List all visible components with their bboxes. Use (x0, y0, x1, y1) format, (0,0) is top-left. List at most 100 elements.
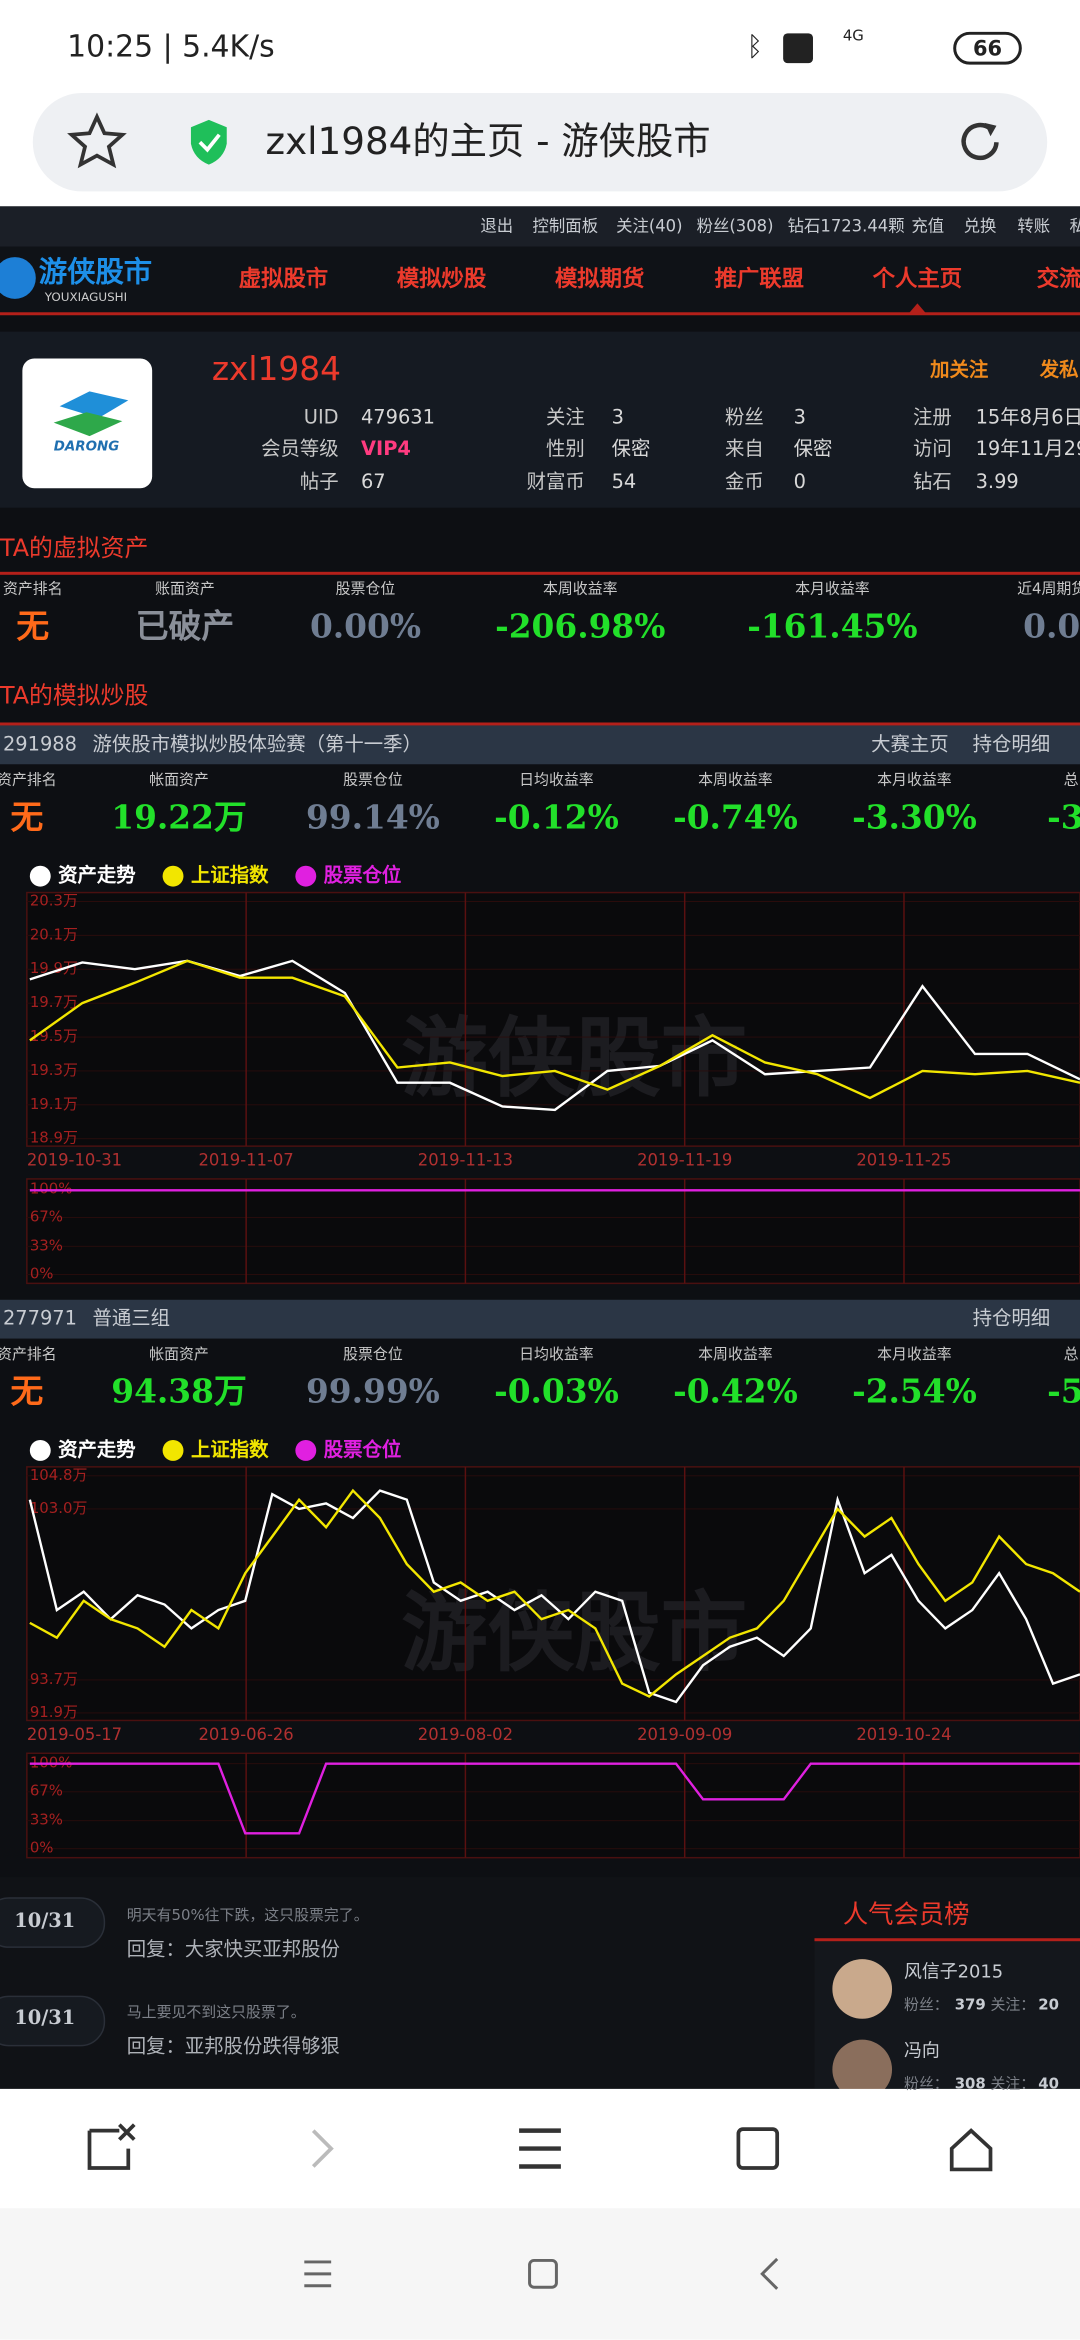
nav-item[interactable]: 模拟期货 (555, 265, 644, 292)
logo-text: 游侠股市 (39, 255, 152, 288)
stat-value: 94.38万 (111, 1372, 247, 1411)
contest-link[interactable]: 大赛主页 (871, 732, 949, 755)
home-button[interactable] (528, 2258, 558, 2289)
field-value: 3.99 (976, 470, 1019, 493)
legend-marker (162, 865, 184, 887)
member-fans: 379 (955, 1995, 986, 2013)
network-label: 4G (843, 26, 864, 44)
forward-icon[interactable] (311, 2129, 334, 2168)
top-link[interactable]: 关注(40) (616, 217, 682, 236)
close-tab-icon[interactable] (87, 2128, 131, 2170)
member-fans-label: 粉丝： (904, 2074, 949, 2092)
position-line (29, 1762, 1080, 1835)
page-title: zxl1984的主页 - 游侠股市 (266, 119, 711, 163)
stat-header: 帐面资产 (149, 771, 209, 789)
url-bar[interactable] (32, 92, 1048, 192)
series-line (29, 1488, 1080, 1698)
field-value: 479631 (361, 406, 435, 429)
watermark: 游侠股市 (401, 1583, 747, 1683)
y-tick-label: 93.7万 (30, 1670, 78, 1688)
field-label: 来自 (725, 437, 764, 460)
y-tick-label: 103.0万 (30, 1499, 88, 1517)
top-link[interactable]: 退出 (480, 217, 513, 236)
member-follows: 20 (1038, 1995, 1059, 2013)
contest-link[interactable]: 持仓明细 (973, 732, 1051, 755)
profile-action[interactable]: 加关注 (929, 358, 989, 381)
stat-header: 总 (1064, 1345, 1079, 1363)
logo-mark (0, 257, 36, 299)
stat-header: 本周收益率 (698, 1345, 773, 1363)
nav-underline (0, 312, 1080, 316)
contest-name: 游侠股市模拟炒股体验赛（第十一季） (92, 732, 421, 755)
stat-value: -0.42% (673, 1372, 798, 1411)
tabs-icon[interactable] (736, 2127, 780, 2170)
x-tick-label: 2019-11-25 (856, 1151, 951, 1170)
member-name[interactable]: 风信子2015 (904, 1962, 1003, 1983)
stat-value: 19.22万 (111, 797, 247, 836)
x-tick-label: 2019-05-17 (27, 1725, 122, 1744)
member-follows: 40 (1038, 2074, 1059, 2092)
star-icon[interactable] (67, 112, 127, 169)
profile-action[interactable]: 发私 (1039, 358, 1079, 381)
battery (953, 31, 1022, 65)
menu-icon[interactable] (519, 2128, 561, 2169)
stat-header: 本月收益率 (795, 580, 870, 598)
position-frame (26, 1178, 1080, 1285)
nav-item[interactable]: 交流 (1037, 265, 1080, 292)
top-link[interactable]: 兑换 (964, 217, 997, 236)
member-name[interactable]: 冯向 (904, 2041, 940, 2062)
stat-value: 99.99% (306, 1372, 440, 1411)
stat-value: 0.00% (310, 607, 421, 646)
stat-header: 资产排名 (3, 580, 63, 598)
message-date: 10/31 (14, 2006, 75, 2029)
y-tick-label: 20.1万 (30, 925, 78, 943)
contest-header (0, 1299, 1080, 1339)
home-icon[interactable] (949, 2128, 993, 2172)
close-x (118, 2123, 136, 2141)
top-link[interactable]: 钻石1723.44颗 (788, 217, 905, 236)
nav-item[interactable]: 推广联盟 (715, 265, 804, 292)
field-label: 财富币 (527, 470, 585, 493)
stat-value: 无 (16, 607, 49, 646)
position-frame (26, 1752, 1080, 1859)
stat-header: 日均收益率 (519, 1345, 594, 1363)
nav-item[interactable]: 虚拟股市 (239, 265, 328, 292)
ranking-title: 人气会员榜 (843, 1899, 970, 1929)
member-fans: 308 (955, 2074, 986, 2092)
message-text: 明天有50%往下跌，这只股票完了。 (127, 1906, 369, 1924)
top-link[interactable]: 私 (1070, 217, 1080, 236)
top-link[interactable]: 充值 (911, 217, 944, 236)
series-line (29, 959, 1080, 1100)
top-link[interactable]: 控制面板 (533, 217, 599, 236)
recent-button[interactable] (304, 2260, 332, 2288)
message-reply[interactable]: 回复：亚邦股份跌得够狠 (127, 2035, 340, 2058)
shield-check (198, 133, 221, 153)
top-link[interactable]: 转账 (1017, 217, 1050, 236)
section-title: TA的模拟炒股 (0, 682, 148, 710)
field-label: 关注 (546, 406, 585, 429)
section-line (0, 571, 1080, 575)
legend-label: 资产走势 (58, 864, 136, 887)
x-tick-label: 2019-06-26 (198, 1725, 293, 1744)
stat-value: -3.30% (852, 797, 977, 836)
message-reply[interactable]: 回复：大家快买亚邦股份 (127, 1938, 340, 1961)
reload-icon[interactable] (961, 122, 999, 161)
top-link[interactable]: 粉丝(308) (697, 217, 774, 236)
legend-label: 上证指数 (191, 1438, 269, 1461)
date-pill (0, 1897, 106, 1948)
nav-item[interactable]: 个人主页 (873, 266, 962, 292)
bluetooth-icon: ᛒ (747, 32, 763, 63)
stat-value: -3. (1047, 797, 1080, 836)
position-tick-label: 33% (30, 1236, 63, 1254)
contest-header (0, 725, 1080, 765)
nav-item[interactable]: 模拟炒股 (397, 266, 487, 292)
back-button[interactable] (760, 2257, 779, 2290)
field-value: 0 (794, 470, 806, 493)
field-value: 15年8月6日 (976, 406, 1080, 429)
position-tick-label: 67% (30, 1782, 63, 1800)
position-tick-label: 33% (30, 1811, 63, 1829)
watermark: 游侠股市 (401, 1009, 747, 1109)
contest-link[interactable]: 持仓明细 (973, 1307, 1051, 1330)
position-tick-label: 100% (30, 1179, 73, 1197)
